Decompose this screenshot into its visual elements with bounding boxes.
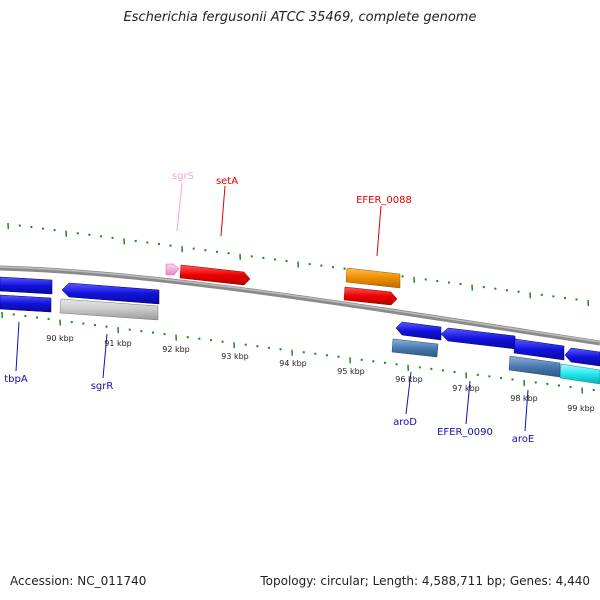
genome-backbone-highlight xyxy=(0,266,600,343)
scale-label-92: 92 kbp xyxy=(162,345,190,354)
leader-setA xyxy=(220,185,226,237)
leader-EFER-0090 xyxy=(465,380,471,425)
gene-blue-left-2[interactable] xyxy=(0,294,52,313)
gene-red-forward-2[interactable] xyxy=(343,286,398,306)
label-sgrS: sgrS xyxy=(172,171,194,182)
genome-summary-text: Topology: circular; Length: 4,588,711 bp… xyxy=(260,574,590,588)
leader-aroE xyxy=(524,389,529,432)
scale-label-96: 96 kbp xyxy=(395,375,423,384)
scale-label-98: 98 kbp xyxy=(510,394,538,403)
gene-cyan[interactable] xyxy=(559,363,600,385)
label-aroE: aroE xyxy=(512,434,534,445)
gene-setA[interactable] xyxy=(179,264,251,286)
leader-aroD xyxy=(405,371,412,415)
gene-aroE[interactable] xyxy=(508,355,561,378)
scale-label-95: 95 kbp xyxy=(337,367,365,376)
label-setA: setA xyxy=(216,176,238,187)
gene-aroD[interactable] xyxy=(391,338,439,358)
leader-EFER-0088 xyxy=(376,205,382,257)
gene-blue-right-1[interactable] xyxy=(513,338,565,361)
label-tbpA: tbpA xyxy=(4,374,28,385)
scale-label-90: 90 kbp xyxy=(46,334,74,343)
accession-text: Accession: NC_011740 xyxy=(10,574,147,588)
label-sgrR: sgrR xyxy=(91,381,114,392)
scale-label-94: 94 kbp xyxy=(279,359,307,368)
genome-backbone xyxy=(0,265,600,346)
gene-sgrS[interactable] xyxy=(165,263,180,276)
scale-label-97: 97 kbp xyxy=(452,384,480,393)
scale-label-99: 99 kbp xyxy=(567,404,595,413)
gene-sgrR-arrow[interactable] xyxy=(61,282,160,305)
leader-sgrS xyxy=(176,182,183,232)
label-EFER-0090: EFER_0090 xyxy=(437,427,493,438)
scale-label-91: 91 kbp xyxy=(104,339,132,348)
gene-blue-right-2[interactable] xyxy=(564,347,600,367)
gene-aroD-arrow[interactable] xyxy=(395,321,442,341)
scale-label-93: 93 kbp xyxy=(221,352,249,361)
upper-tick-row xyxy=(7,222,590,307)
label-aroD: aroD xyxy=(393,417,417,428)
leader-sgrR xyxy=(102,333,108,379)
gene-blue-left-1[interactable] xyxy=(0,276,53,295)
leader-tbpA xyxy=(15,321,20,372)
page-title: Escherichia fergusonii ATCC 35469, compl… xyxy=(123,10,477,25)
gene-grey[interactable] xyxy=(59,298,159,321)
gene-EFER-0090[interactable] xyxy=(440,327,517,350)
label-EFER-0088: EFER_0088 xyxy=(356,195,412,206)
lower-tick-row xyxy=(1,311,595,394)
gene-EFER-0088[interactable] xyxy=(345,267,401,289)
